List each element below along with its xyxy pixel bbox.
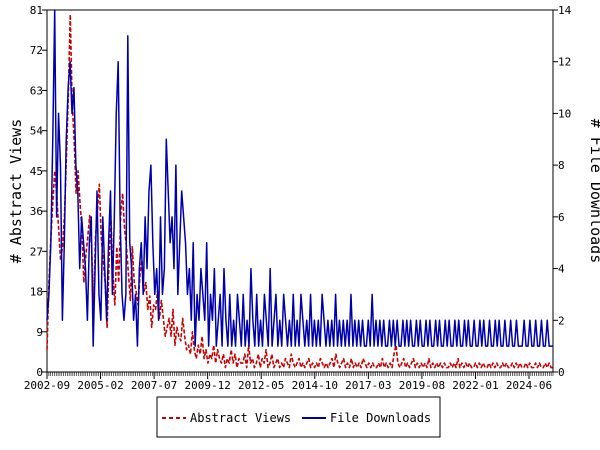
y-right-tick-label: 8	[558, 159, 565, 172]
y-left-tick-label: 72	[30, 44, 43, 57]
x-tick-label: 2005-02	[77, 379, 123, 392]
y-left-axis: 0 9 18 27 36 45 54 63 72 81	[30, 4, 47, 379]
y-right-tick-label: 12	[558, 56, 571, 69]
y-left-tick-label: 45	[30, 165, 43, 178]
y-left-tick-label: 0	[36, 366, 43, 379]
legend: Abstract Views File Downloads	[156, 396, 441, 438]
y-right-tick-label: 2	[558, 314, 565, 327]
y-right-tick-label: 10	[558, 107, 571, 120]
x-tick-label: 2012-05	[238, 379, 284, 392]
y-left-tick-label: 18	[30, 286, 43, 299]
legend-label-abstract-views: Abstract Views	[190, 411, 291, 425]
y-right-tick-label: 14	[558, 4, 572, 17]
series-line-file-downloads	[46, 9, 553, 347]
y-right-axis: 0 2 4 6 8 10 12 14	[553, 4, 572, 379]
y-left-tick-label: 81	[30, 4, 43, 17]
y-right-tick-label: 0	[558, 366, 565, 379]
x-tick-label: 2019-08	[399, 379, 445, 392]
series-layer	[46, 9, 553, 369]
y-left-tick-label: 27	[30, 245, 43, 258]
legend-box	[156, 396, 441, 438]
y-left-tick-label: 9	[36, 326, 43, 339]
y-left-tick-label: 54	[30, 125, 44, 138]
y-right-tick-label: 6	[558, 211, 565, 224]
x-tick-label: 2022-01	[452, 379, 498, 392]
y-right-tick-label: 4	[558, 263, 565, 276]
y-left-axis-title: # Abstract Views	[7, 119, 25, 264]
y-left-tick-label: 63	[30, 84, 43, 97]
y-left-tick-label: 36	[30, 205, 43, 218]
legend-label-file-downloads: File Downloads	[330, 411, 431, 425]
x-axis-labels: 2002-09 2005-02 2007-07 2009-12 2012-05 2014-…	[24, 372, 552, 392]
x-tick-label: 2002-09	[24, 379, 70, 392]
x-tick-label: 2007-07	[131, 379, 177, 392]
x-tick-label: 2009-12	[184, 379, 230, 392]
x-tick-label: 2017-03	[345, 379, 391, 392]
x-minor-ticks	[46, 372, 554, 376]
y-right-axis-title: # File Downloads	[587, 119, 600, 264]
x-tick-label: 2024-06	[506, 379, 552, 392]
x-tick-label: 2014-10	[292, 379, 338, 392]
